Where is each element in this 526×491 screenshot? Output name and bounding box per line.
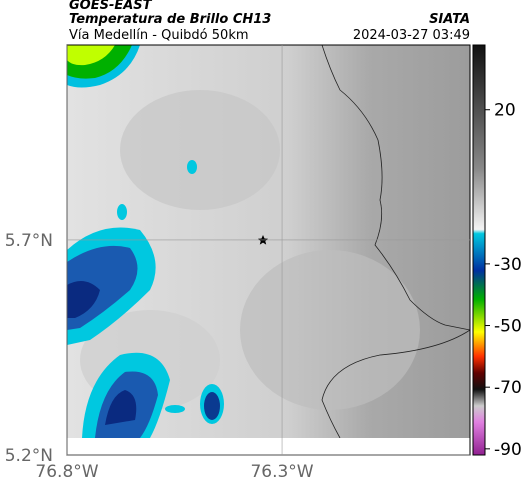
y-tick-label: 5.2°N [5, 446, 53, 466]
colorbar [472, 44, 486, 456]
org: SIATA [429, 12, 470, 27]
colorbar-tick-label: -70 [494, 378, 522, 398]
x-tick-label: 76.8°W [35, 462, 98, 482]
y-tick-label: 5.7°N [5, 231, 53, 251]
colorbar-tick-label: -90 [494, 440, 522, 460]
subtitle: Vía Medellín - Quibdó 50km [69, 28, 249, 43]
colorbar-tick-label: -50 [494, 317, 522, 337]
satellite-image [67, 45, 470, 438]
x-tick-label: 76.3°W [250, 462, 313, 482]
colorbar-tick-label: 20 [494, 101, 516, 121]
colorbar-tick-label: -30 [494, 255, 522, 275]
source: GOES-EAST [69, 0, 153, 13]
title: Temperatura de Brillo CH13 [69, 12, 271, 27]
timestamp: 2024-03-27 03:49 [353, 28, 470, 43]
